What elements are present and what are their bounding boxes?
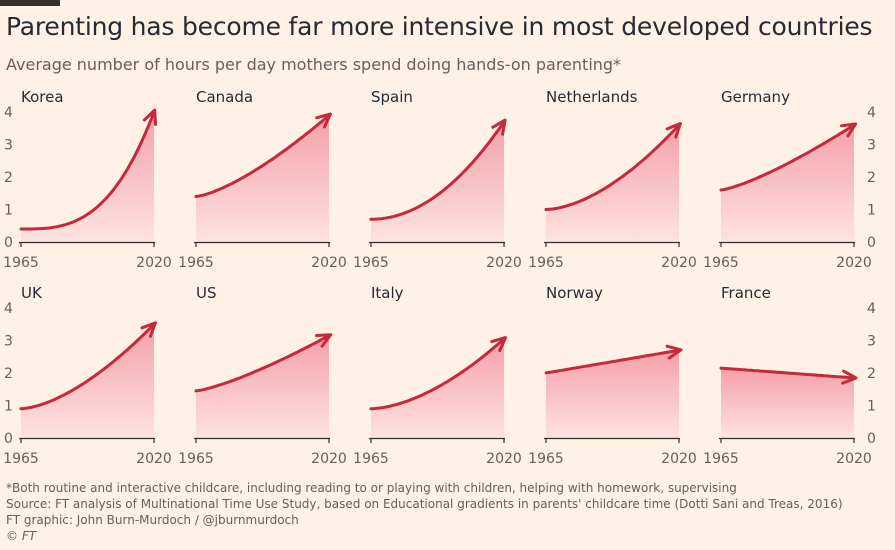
x-tick-label: 2020 — [486, 255, 522, 271]
x-tick-label: 2020 — [836, 255, 872, 271]
panel-title: Canada — [196, 88, 253, 106]
panel-title: Korea — [21, 88, 64, 106]
trend-line — [544, 348, 681, 375]
panel-title: France — [721, 284, 771, 302]
panel-canada: Canada 1965 2020 — [178, 88, 347, 271]
y-tick-left: 3 — [4, 138, 13, 154]
panel-netherlands: Netherlands 1965 2020 — [528, 88, 697, 271]
area-fill — [721, 368, 854, 438]
trend-line — [719, 366, 856, 380]
chart-title: Parenting has become far more intensive … — [6, 12, 873, 41]
panel-title: Netherlands — [546, 88, 638, 106]
y-tick-right: 2 — [867, 170, 876, 186]
panel-us: US 1965 2020 — [178, 284, 347, 467]
x-tick-label: 2020 — [136, 451, 172, 467]
y-tick-right: 4 — [867, 105, 876, 121]
y-tick-left: 4 — [4, 301, 13, 317]
y-tick-right: 3 — [867, 138, 876, 154]
x-tick-label: 2020 — [136, 255, 172, 271]
panel-norway: Norway 1965 2020 — [528, 284, 697, 467]
x-tick-label: 1965 — [178, 451, 214, 467]
y-tick-left: 1 — [4, 399, 13, 415]
arrow-head — [840, 122, 858, 138]
area-fill — [196, 335, 329, 438]
x-tick-label: 2020 — [311, 255, 347, 271]
footnote-credit: FT graphic: John Burn-Murdoch / @jburnmu… — [6, 513, 299, 527]
trend-line — [19, 322, 156, 411]
x-tick-label: 1965 — [3, 451, 39, 467]
y-tick-right: 0 — [867, 235, 876, 251]
panel-title: Italy — [371, 284, 404, 302]
trend-line — [719, 123, 856, 192]
area-fill — [21, 112, 154, 242]
panel-uk: UK 1965 2020 — [3, 284, 172, 467]
y-tick-right: 4 — [867, 301, 876, 317]
area-fill — [721, 125, 854, 242]
x-tick-label: 2020 — [486, 451, 522, 467]
x-tick-label: 1965 — [703, 451, 739, 467]
x-tick-label: 1965 — [353, 255, 389, 271]
arrow-head — [841, 369, 858, 385]
arrow-head — [315, 112, 332, 129]
x-tick-label: 1965 — [528, 451, 564, 467]
x-tick-label: 1965 — [353, 451, 389, 467]
panel-title: UK — [21, 284, 43, 302]
arrow-head — [315, 333, 333, 348]
area-fill — [196, 115, 329, 242]
y-tick-right: 3 — [867, 334, 876, 350]
y-tick-right: 0 — [867, 431, 876, 447]
y-tick-left: 3 — [4, 334, 13, 350]
y-tick-left: 4 — [4, 105, 13, 121]
panel-spain: Spain 1965 2020 — [353, 88, 522, 271]
trend-line — [544, 123, 681, 211]
x-tick-label: 1965 — [528, 255, 564, 271]
arrow-head — [490, 336, 507, 353]
panel-title: Germany — [721, 88, 790, 106]
x-tick-label: 2020 — [311, 451, 347, 467]
y-tick-left: 0 — [4, 431, 13, 447]
footnote-copyright: © FT — [6, 529, 37, 543]
x-tick-label: 2020 — [661, 255, 697, 271]
arrow-head — [491, 118, 507, 136]
panel-germany: Germany 1965 2020 — [703, 88, 872, 271]
arrow-head — [665, 122, 682, 139]
area-fill — [371, 121, 504, 242]
panel-title: US — [196, 284, 217, 302]
y-tick-left: 2 — [4, 170, 13, 186]
panel-france: France 1965 2020 — [703, 284, 872, 467]
panel-korea: Korea 1965 2020 — [3, 88, 172, 271]
arrow-head — [142, 108, 157, 126]
y-tick-right: 1 — [867, 399, 876, 415]
chart-subtitle: Average number of hours per day mothers … — [6, 55, 622, 74]
x-tick-label: 2020 — [836, 451, 872, 467]
y-tick-right: 2 — [867, 366, 876, 382]
footnote-definition: *Both routine and interactive childcare,… — [6, 481, 737, 495]
trend-line — [19, 110, 156, 231]
panel-title: Spain — [371, 88, 413, 106]
trend-line — [194, 334, 331, 393]
panel-italy: Italy 1965 2020 — [353, 284, 522, 467]
trend-line — [369, 120, 506, 221]
y-tick-left: 0 — [4, 235, 13, 251]
y-tick-left: 1 — [4, 203, 13, 219]
trend-line — [369, 337, 506, 411]
area-fill — [546, 350, 679, 438]
panel-title: Norway — [546, 284, 603, 302]
ft-brand-bar — [0, 0, 60, 6]
x-tick-label: 1965 — [3, 255, 39, 271]
x-tick-label: 1965 — [178, 255, 214, 271]
trend-line — [194, 113, 331, 198]
arrow-head — [140, 321, 157, 338]
footnote-source: Source: FT analysis of Multinational Tim… — [6, 497, 843, 511]
x-tick-label: 1965 — [703, 255, 739, 271]
y-tick-right: 1 — [867, 203, 876, 219]
y-tick-left: 2 — [4, 366, 13, 382]
footnotes: *Both routine and interactive childcare,… — [6, 480, 843, 544]
arrow-head — [665, 344, 683, 360]
x-tick-label: 2020 — [661, 451, 697, 467]
